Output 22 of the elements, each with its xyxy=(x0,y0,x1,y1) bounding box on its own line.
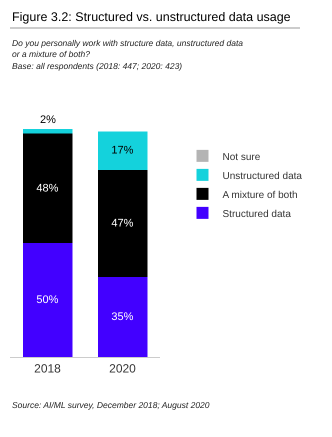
x-tick-label: 2018 xyxy=(34,361,62,376)
bar xyxy=(98,170,148,278)
chart-title: Figure 3.2: Structured vs. unstructured data usage xyxy=(12,10,291,24)
x-tick-label: 2020 xyxy=(109,361,136,376)
data-label: 50% xyxy=(36,294,59,306)
text: Base: all respondents (2018: 447; 2020: 423) xyxy=(12,61,182,71)
data-label: 48% xyxy=(36,182,59,194)
data-label: 17% xyxy=(111,144,134,157)
legend-label: Unstructured data xyxy=(222,170,302,182)
legend-label: A mixture of both xyxy=(222,190,298,201)
bar xyxy=(98,131,148,170)
source-note: Source: AI/ML survey, December 2018; August 2020 xyxy=(12,400,210,410)
chart-subtitle: Do you personally work with structure data, unstructured data or a mixture of both? xyxy=(12,38,244,60)
data-label: 47% xyxy=(111,218,134,230)
data-label: 35% xyxy=(111,311,134,324)
bar xyxy=(22,243,72,357)
bar xyxy=(98,277,148,357)
bar xyxy=(22,134,72,243)
legend-label: Not sure xyxy=(222,152,261,163)
legend-label: Structured data xyxy=(222,208,292,220)
bar xyxy=(22,129,72,134)
data-label: 2% xyxy=(40,114,56,126)
